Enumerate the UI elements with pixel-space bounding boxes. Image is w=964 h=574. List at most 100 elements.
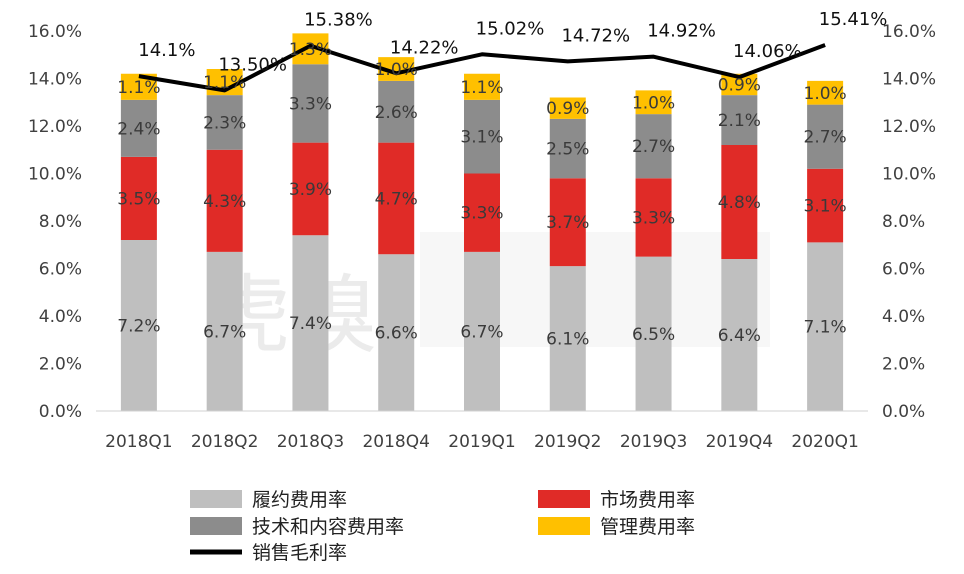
right-tick-label: 0.0% xyxy=(882,402,925,422)
x-tick-label: 2019Q1 xyxy=(448,432,515,452)
bar-2019Q1-series-1 xyxy=(464,173,500,252)
bar-label-2018Q2-series-1: 4.3% xyxy=(203,192,246,212)
legend-label-line: 销售毛利率 xyxy=(252,542,347,564)
bar-2019Q4-series-1 xyxy=(721,145,758,259)
bar-label-2018Q4-series-2: 2.6% xyxy=(375,103,418,123)
line-label-2018Q3: 15.38% xyxy=(304,10,373,31)
bar-label-2018Q4-series-3: 1.0% xyxy=(375,60,418,80)
left-tick-label: 8.0% xyxy=(39,212,82,232)
legend-swatch-3 xyxy=(538,517,590,535)
x-tick-label: 2019Q3 xyxy=(620,432,687,452)
legend-swatch-0 xyxy=(190,490,242,508)
axes: 0.0% 2.0% 4.0% 6.0% 8.0% 10.0% 12.0% 14.0% 16.0%… xyxy=(28,22,936,452)
legend-label-1: 市场费用率 xyxy=(600,489,695,511)
legend-swatch-2 xyxy=(190,517,242,535)
bar-label-2019Q1-series-3: 1.1% xyxy=(460,78,503,98)
bar-label-2019Q4-series-2: 2.1% xyxy=(718,111,761,131)
bar-label-2020Q1-series-1: 3.1% xyxy=(804,197,847,217)
bar-2019Q4-series-0 xyxy=(721,259,758,411)
line-label-2019Q1: 15.02% xyxy=(476,18,545,39)
bar-label-2018Q2-series-3: 1.1% xyxy=(203,73,246,93)
bar-group xyxy=(120,33,844,411)
left-tick-label: 14.0% xyxy=(28,70,82,90)
line-series-gross-margin xyxy=(138,43,826,93)
bar-label-2018Q2-series-0: 6.7% xyxy=(203,322,246,342)
bar-2020Q1-series-1 xyxy=(807,168,844,243)
line-label-2019Q3: 14.92% xyxy=(647,21,716,42)
right-tick-label: 2.0% xyxy=(882,355,925,375)
bar-label-2018Q1-series-0: 7.2% xyxy=(117,317,160,337)
bar-2019Q4-series-3 xyxy=(721,73,758,96)
bar-label-2018Q3-series-3: 1.3% xyxy=(289,40,332,60)
line-group: 14.1% 13.50% 15.38% 14.22% 15.02% 14.72% 14.92… xyxy=(138,9,888,93)
legend-label-2: 技术和内容费用率 xyxy=(252,516,404,538)
bar-label-2019Q3-series-1: 3.3% xyxy=(632,208,675,228)
x-tick-label: 2020Q1 xyxy=(791,432,858,452)
line-label-2018Q1: 14.1% xyxy=(138,40,195,61)
data-labels: 7.2% 3.5% 2.4% 1.1% 6.7% 4.3% 2.3% 1.1% 7.4% 3.9%… xyxy=(117,40,846,350)
bar-label-2018Q3-series-2: 3.3% xyxy=(289,94,332,114)
bar-2019Q2-series-0 xyxy=(549,266,586,411)
right-tick-label: 12.0% xyxy=(882,117,936,137)
bar-label-2019Q2-series-2: 2.5% xyxy=(546,140,589,160)
bar-2019Q2-series-2 xyxy=(549,118,586,179)
right-tick-label: 10.0% xyxy=(882,165,936,185)
bar-label-2018Q4-series-0: 6.6% xyxy=(375,324,418,344)
bar-2018Q1-series-2 xyxy=(120,99,157,157)
bar-label-2018Q3-series-0: 7.4% xyxy=(289,314,332,334)
x-tick-label: 2018Q4 xyxy=(362,432,429,452)
bar-label-2019Q4-series-0: 6.4% xyxy=(718,326,761,346)
bar-label-2019Q4-series-1: 4.8% xyxy=(718,193,761,213)
bar-label-2019Q2-series-3: 0.9% xyxy=(546,99,589,119)
bar-label-2019Q2-series-0: 6.1% xyxy=(546,330,589,350)
x-tick-label: 2018Q2 xyxy=(191,432,258,452)
right-tick-label: 14.0% xyxy=(882,70,936,90)
bar-2018Q4-series-3 xyxy=(378,57,415,81)
x-tick-label: 2019Q4 xyxy=(706,432,773,452)
line-label-2020Q1: 15.41% xyxy=(819,9,888,30)
bar-2020Q1-series-2 xyxy=(807,104,844,169)
left-tick-label: 6.0% xyxy=(39,260,82,280)
bar-2019Q4-series-2 xyxy=(721,95,758,145)
bar-2019Q1-series-3 xyxy=(464,73,500,100)
bar-2018Q4-series-2 xyxy=(378,80,415,143)
bar-label-2020Q1-series-2: 2.7% xyxy=(804,128,847,148)
x-tick-label: 2018Q3 xyxy=(277,432,344,452)
bar-label-2018Q2-series-2: 2.3% xyxy=(203,113,246,133)
left-tick-label: 12.0% xyxy=(28,117,82,137)
bar-label-2018Q1-series-3: 1.1% xyxy=(117,78,160,98)
bar-label-2018Q3-series-1: 3.9% xyxy=(289,180,332,200)
bar-2020Q1-series-3 xyxy=(807,80,844,105)
bar-label-2018Q1-series-1: 3.5% xyxy=(117,189,160,209)
right-tick-label: 6.0% xyxy=(882,260,925,280)
bar-2020Q1-series-0 xyxy=(807,242,844,411)
bar-2019Q3-series-1 xyxy=(635,178,672,257)
bar-2018Q3-series-1 xyxy=(292,142,329,236)
bar-2018Q3-series-0 xyxy=(292,235,329,411)
bar-2018Q2-series-1 xyxy=(206,149,243,252)
bar-2019Q3-series-3 xyxy=(635,90,672,115)
bar-label-2019Q3-series-0: 6.5% xyxy=(632,325,675,345)
line-label-2019Q4: 14.06% xyxy=(733,41,802,62)
left-tick-label: 0.0% xyxy=(39,402,82,422)
bar-2018Q1-series-0 xyxy=(120,240,157,411)
bar-label-2018Q4-series-1: 4.7% xyxy=(375,189,418,209)
left-tick-label: 16.0% xyxy=(28,22,82,42)
bar-2018Q1-series-1 xyxy=(120,156,157,240)
bar-label-2020Q1-series-0: 7.1% xyxy=(804,318,847,338)
line-label-2018Q4: 14.22% xyxy=(390,37,459,58)
bar-label-2019Q2-series-1: 3.7% xyxy=(546,213,589,233)
x-tick-label: 2018Q1 xyxy=(105,432,172,452)
bar-label-2018Q1-series-2: 2.4% xyxy=(117,119,160,139)
bar-2019Q2-series-1 xyxy=(549,178,586,267)
left-tick-label: 4.0% xyxy=(39,307,82,327)
bar-2018Q4-series-0 xyxy=(378,254,415,411)
bar-2019Q2-series-3 xyxy=(549,97,586,119)
right-tick-label: 4.0% xyxy=(882,307,925,327)
bar-2019Q1-series-0 xyxy=(464,251,500,411)
bar-2019Q1-series-2 xyxy=(464,99,500,174)
bar-2019Q3-series-2 xyxy=(635,114,672,179)
bar-2018Q2-series-0 xyxy=(206,251,243,411)
left-tick-label: 10.0% xyxy=(28,165,82,185)
